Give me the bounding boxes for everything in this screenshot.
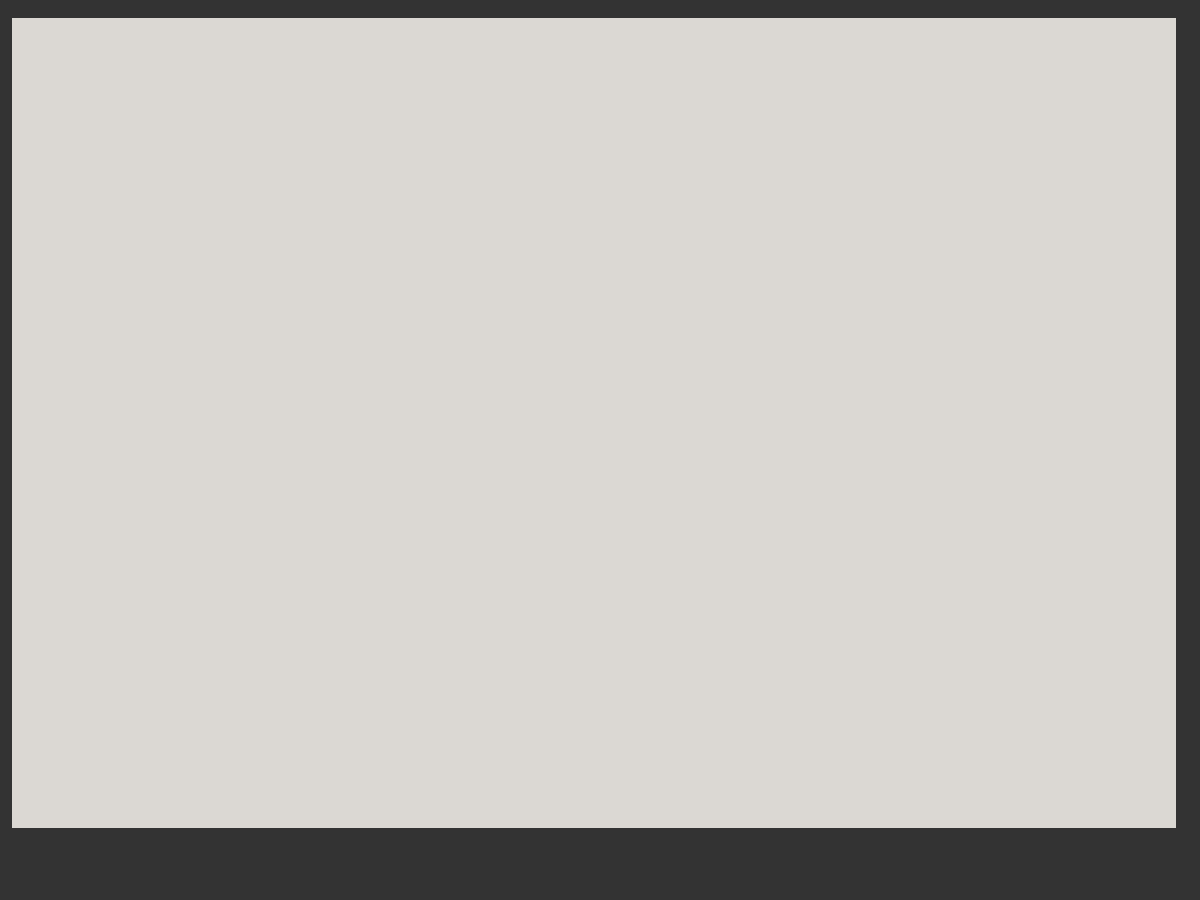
Bar — [48, 364, 1152, 670]
Bar — [594, 548, 1152, 609]
Text: has to be 1. Additionally, the different values for the random variable are disj: has to be 1. Additionally, the different… — [30, 143, 1109, 163]
Bar — [48, 609, 594, 670]
Bar — [594, 609, 1152, 670]
Text: other words P(X = a and X = b) = 0 if a and b are different outcomes.: other words P(X = a and X = b) = 0 if a … — [30, 194, 809, 214]
Text: 6: 6 — [60, 630, 74, 650]
Text: X: X — [60, 385, 76, 405]
Text: each random variable. Probabilities have to be between 0 and 1. The sum of all t: each random variable. Probabilities have… — [30, 92, 1105, 112]
Bar — [48, 548, 594, 609]
Text: A probability distribution gives the possible values of the random variable and : A probability distribution gives the pos… — [30, 40, 1122, 60]
Text: 3: 3 — [60, 446, 74, 466]
Text: 0.055: 0.055 — [606, 508, 670, 527]
Text: P(X): P(X) — [606, 385, 652, 405]
Bar — [594, 364, 1152, 426]
Bar — [48, 426, 594, 487]
Text: What is P(X=6)?: What is P(X=6)? — [60, 698, 229, 717]
Text: ?: ? — [606, 630, 618, 650]
Text: 0.035: 0.035 — [606, 569, 670, 589]
Text: Fill in the missing value for the probability distribution.: Fill in the missing value for the probab… — [30, 333, 641, 353]
Bar — [594, 426, 1152, 487]
Text: 5: 5 — [60, 569, 74, 589]
Bar — [48, 487, 594, 548]
Bar — [48, 364, 594, 426]
Bar — [48, 747, 372, 824]
Text: 4: 4 — [60, 508, 74, 527]
Text: 0.046: 0.046 — [606, 446, 670, 466]
Bar — [594, 487, 1152, 548]
